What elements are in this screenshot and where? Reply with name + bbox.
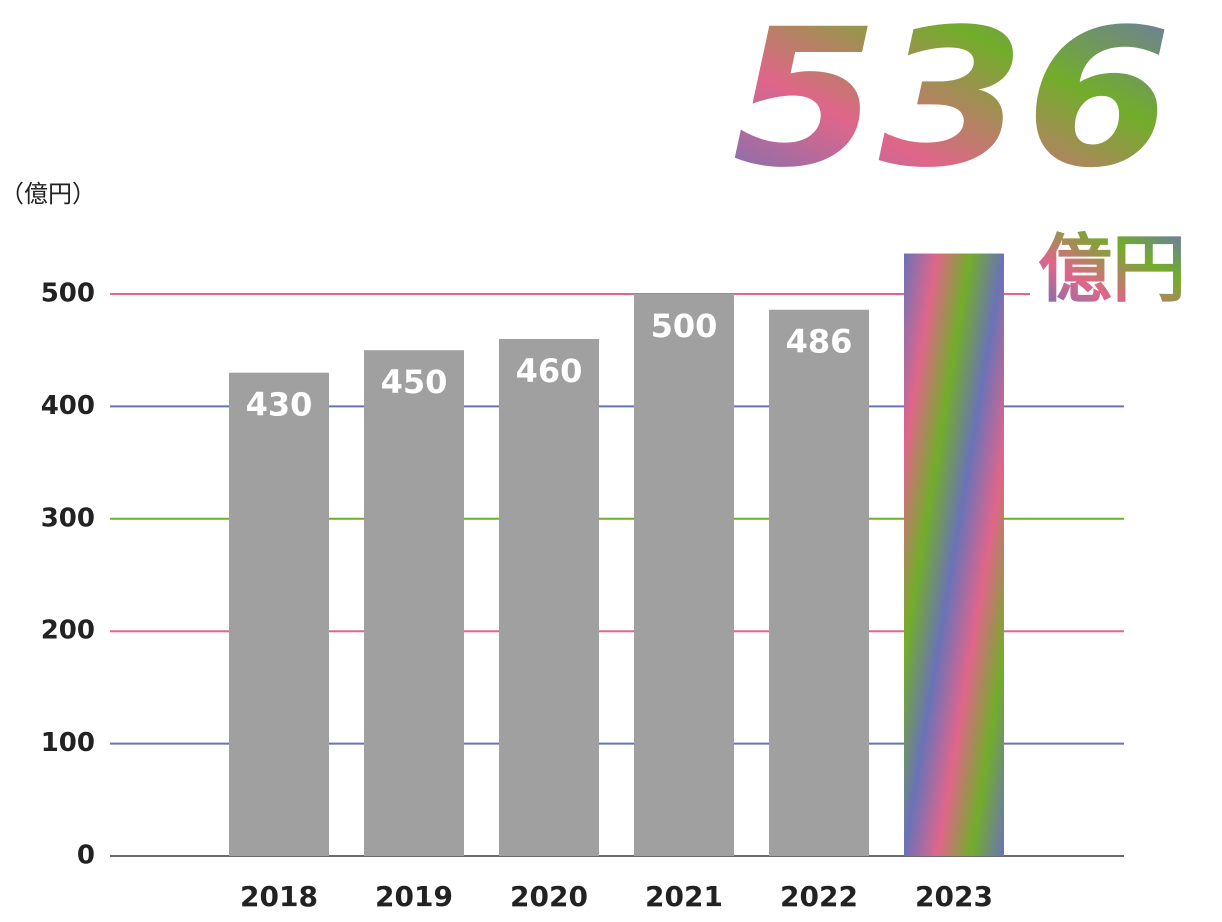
- value-label: 486: [786, 323, 853, 361]
- x-tick-label: 2023: [915, 880, 993, 913]
- bar: [364, 350, 464, 856]
- bar: [229, 372, 329, 856]
- highlight-value: 536: [732, 0, 1172, 209]
- bar: [634, 294, 734, 856]
- value-label: 430: [246, 386, 313, 424]
- x-tick-label: 2018: [240, 880, 318, 913]
- y-tick-label: 200: [41, 616, 95, 646]
- bar: [904, 253, 1004, 856]
- y-tick-label: 100: [41, 728, 95, 758]
- x-tick-label: 2021: [645, 880, 723, 913]
- highlight-unit: 億円: [1038, 227, 1186, 313]
- value-label: 450: [381, 363, 448, 401]
- y-axis-label: （億円）: [0, 180, 96, 208]
- y-tick-label: 300: [41, 503, 95, 533]
- y-tick-label: 0: [77, 841, 95, 871]
- bar: [769, 309, 869, 857]
- y-tick-label: 400: [41, 391, 95, 421]
- value-label: 500: [651, 307, 718, 345]
- bar: [499, 338, 599, 857]
- x-tick-label: 2020: [510, 880, 588, 913]
- x-tick-label: 2022: [780, 880, 858, 913]
- value-label: 460: [516, 352, 583, 390]
- x-tick-label: 2019: [375, 880, 453, 913]
- y-tick-label: 500: [41, 279, 95, 309]
